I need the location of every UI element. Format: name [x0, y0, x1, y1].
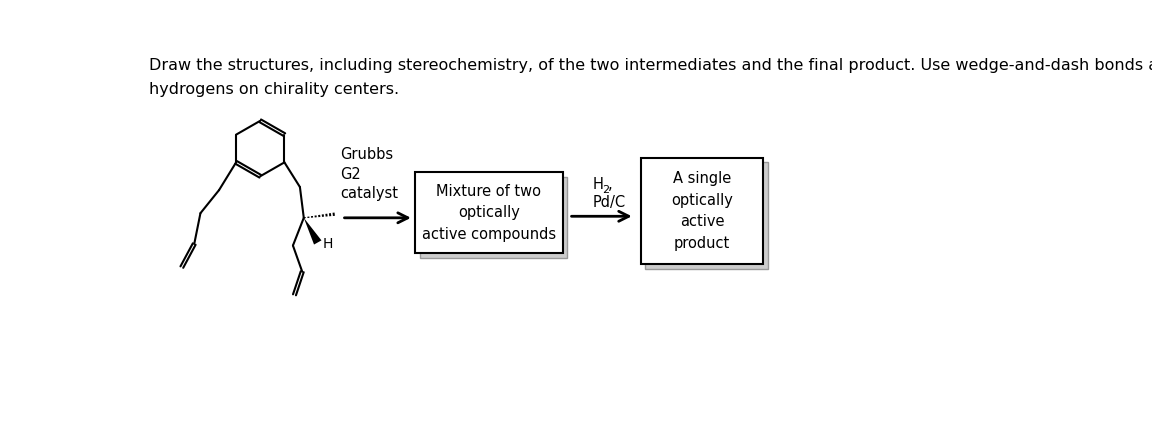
- Bar: [415, 172, 562, 253]
- Polygon shape: [304, 218, 321, 244]
- Text: G2: G2: [340, 167, 361, 182]
- Text: Grubbs: Grubbs: [340, 147, 393, 162]
- Bar: [419, 177, 567, 258]
- Text: H: H: [592, 177, 604, 192]
- Text: ,: ,: [608, 177, 613, 192]
- Text: Draw the structures, including stereochemistry, of the two intermediates and the: Draw the structures, including stereoche…: [150, 58, 1152, 73]
- Text: product: product: [674, 236, 730, 251]
- Text: optically: optically: [458, 206, 520, 220]
- Bar: [645, 162, 768, 269]
- Text: active compounds: active compounds: [422, 227, 556, 242]
- Text: 2: 2: [601, 185, 608, 195]
- Text: Pd/C: Pd/C: [592, 195, 626, 210]
- Text: H: H: [323, 237, 333, 251]
- Text: active: active: [680, 214, 725, 229]
- Text: catalyst: catalyst: [340, 186, 399, 201]
- Text: hydrogens on chirality centers.: hydrogens on chirality centers.: [150, 81, 400, 96]
- Text: optically: optically: [672, 193, 733, 208]
- Bar: [641, 158, 764, 264]
- Text: A single: A single: [673, 171, 732, 186]
- Text: Mixture of two: Mixture of two: [437, 184, 541, 199]
